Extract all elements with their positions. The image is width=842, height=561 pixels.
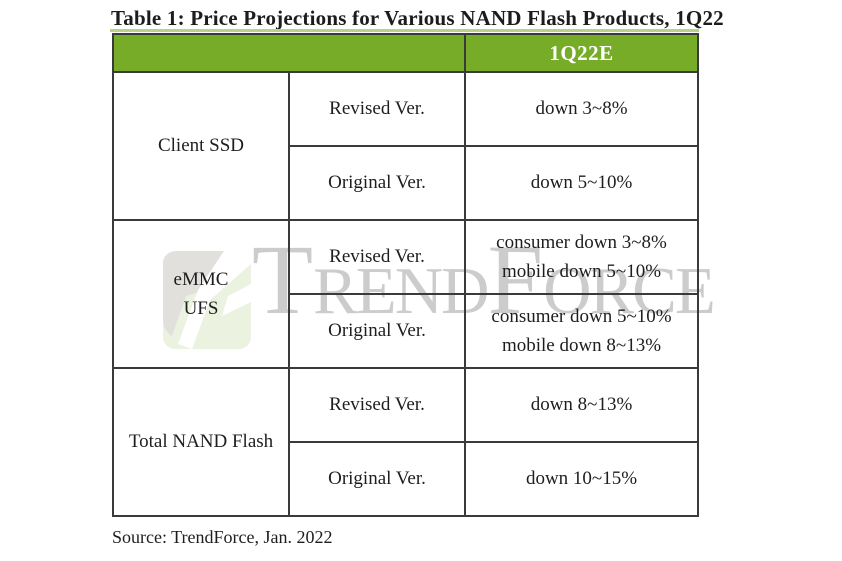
version-cell: Original Ver.	[288, 145, 466, 221]
price-projection-table: 1Q22E Client SSD Revised Ver. down 3~8% …	[112, 33, 699, 517]
table-row: Total NAND Flash Revised Ver. down 8~13%	[112, 367, 699, 517]
projection-line: down 10~15%	[525, 468, 638, 490]
version-cell: Revised Ver.	[288, 367, 466, 443]
table-top-accent-line	[110, 29, 699, 32]
product-line: Client SSD	[157, 135, 245, 157]
projection-line: down 3~8%	[535, 98, 628, 120]
product-cell-total-nand-flash: Total NAND Flash	[112, 367, 290, 517]
product-cell-client-ssd: Client SSD	[112, 71, 290, 221]
projection-line: mobile down 8~13%	[501, 335, 662, 356]
source-note: Source: TrendForce, Jan. 2022	[112, 527, 333, 547]
table-title: Table 1: Price Projections for Various N…	[111, 6, 724, 30]
table-row: Original Ver. down 5~10%	[113, 145, 699, 221]
version-cell: Revised Ver.	[288, 219, 466, 295]
version-cell: Original Ver.	[288, 441, 466, 517]
projection-line: mobile down 5~10%	[501, 261, 662, 282]
projection-cell: down 3~8%	[464, 71, 699, 147]
product-cell-emmc-ufs: eMMC UFS	[112, 219, 290, 369]
table-row: eMMC UFS Revised Ver. consumer down 3~8%…	[112, 219, 699, 369]
table-header-row: 1Q22E	[112, 33, 699, 73]
table-row: Client SSD Revised Ver. down 3~8%	[112, 71, 699, 221]
table-row: Original Ver. down 10~15%	[113, 441, 699, 517]
projection-line: consumer down 3~8%	[496, 231, 667, 253]
header-period-cell: 1Q22E	[464, 33, 699, 73]
product-line: Total NAND Flash	[128, 431, 274, 453]
product-line: UFS	[183, 298, 219, 319]
projection-cell: down 5~10%	[464, 145, 699, 221]
product-line: eMMC	[173, 268, 229, 290]
projection-cell: consumer down 5~10% mobile down 8~13%	[464, 293, 699, 369]
projection-cell: down 8~13%	[464, 367, 699, 443]
version-cell: Original Ver.	[288, 293, 466, 369]
projection-line: down 5~10%	[530, 172, 633, 194]
projection-line: down 8~13%	[530, 394, 633, 416]
projection-line: consumer down 5~10%	[491, 305, 672, 327]
version-cell: Revised Ver.	[288, 71, 466, 147]
projection-cell: down 10~15%	[464, 441, 699, 517]
table-row: Original Ver. consumer down 5~10% mobile…	[113, 293, 699, 369]
projection-cell: consumer down 3~8% mobile down 5~10%	[464, 219, 699, 295]
header-empty-cell	[112, 33, 466, 73]
